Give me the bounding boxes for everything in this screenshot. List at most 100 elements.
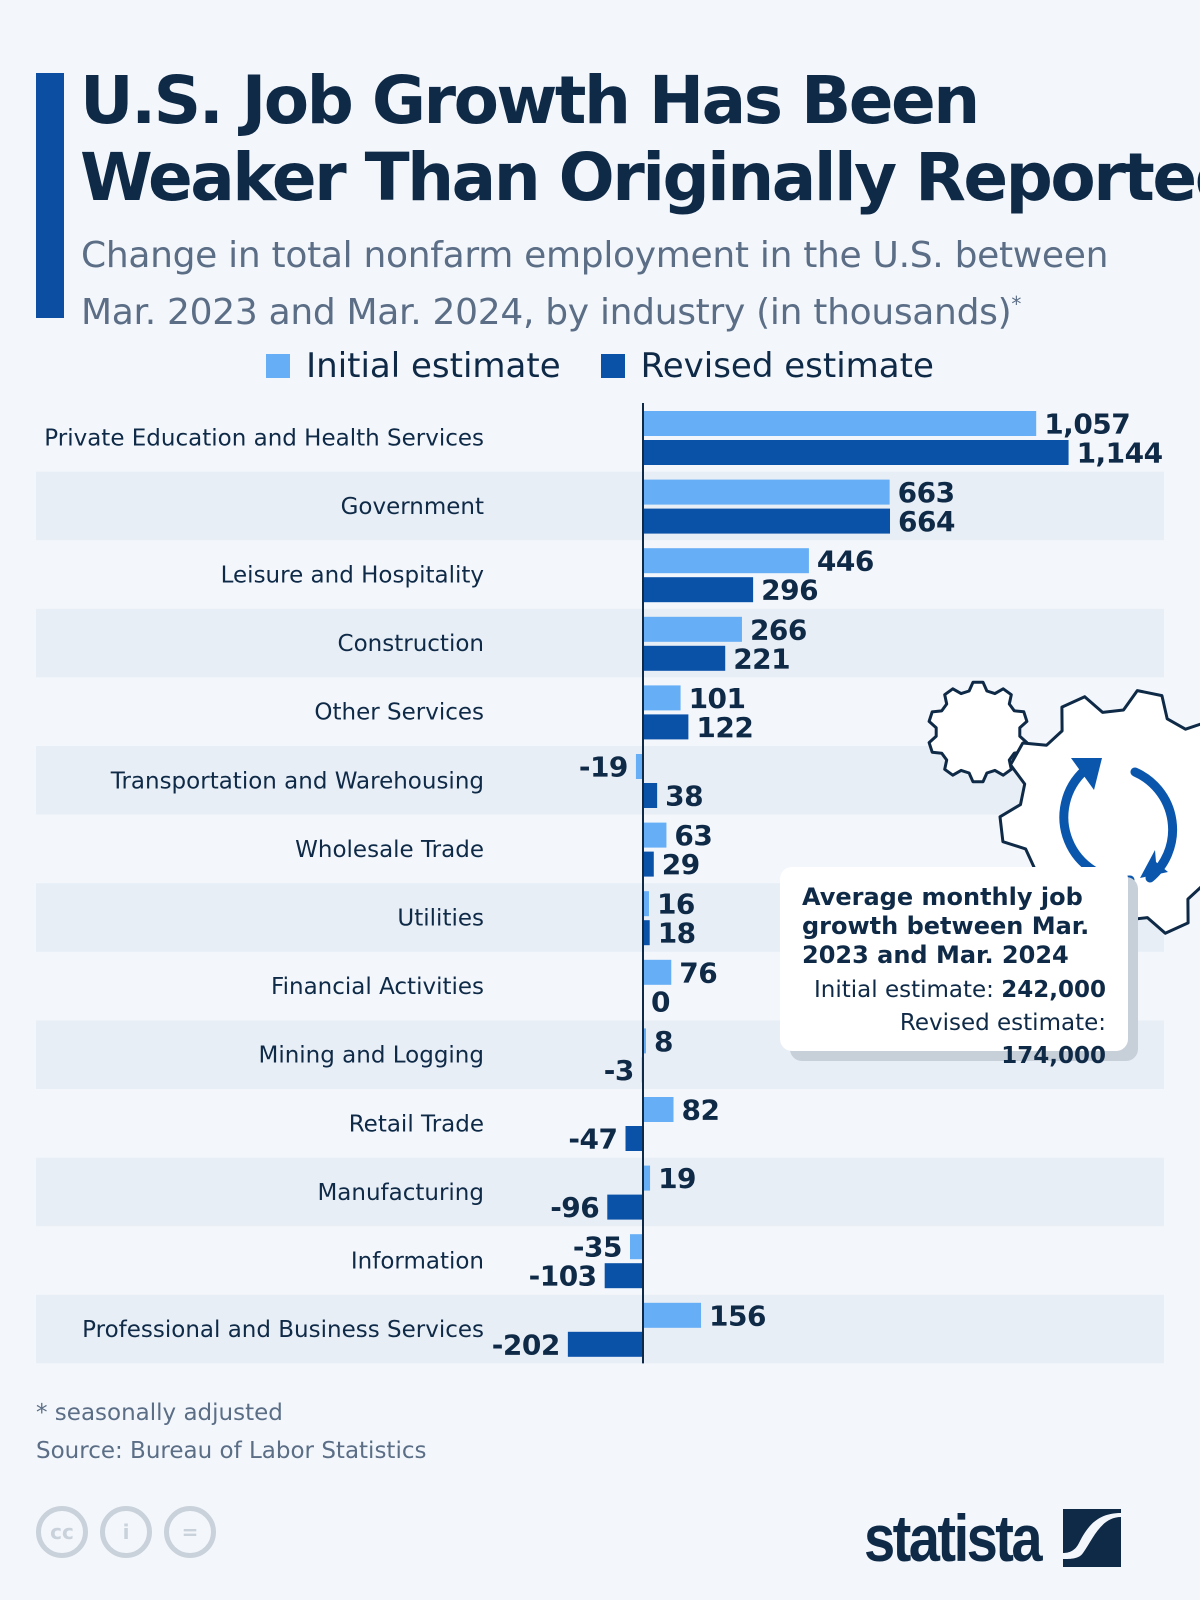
category-label: Leisure and Hospitality [221, 563, 484, 589]
bar-initial [643, 548, 809, 574]
bar-initial [643, 891, 649, 917]
data-label: 0 [651, 985, 670, 1018]
data-label: 446 [817, 545, 874, 578]
legend-label: Initial estimate [306, 346, 561, 386]
bar-revised [643, 645, 726, 671]
legend-item-initial: Initial estimate [266, 346, 561, 386]
data-label: 221 [733, 642, 790, 675]
data-label: 663 [898, 476, 955, 509]
bar-revised [607, 1194, 643, 1220]
data-label: 101 [689, 682, 746, 715]
bar-initial [643, 1302, 702, 1328]
data-label: 16 [657, 888, 695, 921]
no-derivatives-icon[interactable]: = [164, 1506, 216, 1558]
logo-wordmark: statista [864, 1501, 1043, 1575]
data-label: -47 [568, 1123, 617, 1156]
legend-label: Revised estimate [640, 346, 934, 386]
bar-initial [643, 1028, 646, 1054]
data-label: -35 [573, 1231, 622, 1264]
bar-revised [643, 783, 658, 808]
title-line-1: U.S. Job Growth Has Been [80, 62, 980, 139]
data-label: 156 [709, 1299, 766, 1332]
footnote: * seasonally adjusted [36, 1400, 283, 1426]
category-label: Government [341, 494, 484, 520]
statista-logo-icon [1063, 1509, 1122, 1567]
category-label: Financial Activities [271, 974, 484, 1000]
category-label: Transportation and Warehousing [110, 768, 484, 794]
callout-heading: Average monthly job growth between Mar. … [802, 883, 1090, 969]
attribution-icon[interactable]: i [100, 1506, 152, 1558]
callout-initial-row: Initial estimate: 242,000 [802, 974, 1106, 1007]
row-stripe [36, 471, 1164, 541]
bar-initial [643, 479, 890, 505]
bar-revised [567, 1331, 643, 1357]
data-label: 18 [658, 917, 696, 950]
callout-revised-label: Revised estimate: [899, 1010, 1106, 1036]
subtitle-footnote-mark: * [1011, 292, 1022, 316]
average-growth-callout: Average monthly job growth between Mar. … [780, 867, 1128, 1069]
data-label: 29 [662, 848, 700, 881]
data-label: 1,144 [1077, 437, 1163, 470]
row-stripe [36, 608, 1164, 678]
data-label: -3 [604, 1054, 634, 1087]
bar-revised [643, 440, 1069, 465]
data-label: -96 [550, 1191, 599, 1224]
data-label: 8 [654, 1025, 673, 1058]
bar-initial [643, 685, 681, 711]
bar-revised [643, 851, 654, 877]
data-label: 19 [658, 1162, 696, 1195]
category-label: Professional and Business Services [82, 1317, 484, 1343]
title-accent-bar [36, 73, 64, 318]
bar-initial [629, 1234, 643, 1260]
bar-revised [643, 714, 689, 740]
statista-logo[interactable]: statista [864, 1500, 1122, 1576]
bar-revised [625, 1126, 643, 1151]
callout-revised-value: 174,000 [1001, 1043, 1106, 1069]
category-label: Wholesale Trade [295, 837, 484, 863]
data-label: 296 [761, 574, 818, 607]
bar-revised [643, 508, 891, 534]
bar-revised [643, 920, 650, 946]
category-label: Retail Trade [349, 1111, 484, 1137]
data-label: 122 [696, 711, 753, 744]
legend-swatch-revised [600, 354, 625, 378]
license-icons: cc i = [36, 1506, 216, 1558]
data-label: 38 [665, 780, 703, 813]
bar-initial [643, 616, 742, 642]
bar-initial [643, 1097, 674, 1122]
legend: Initial estimate Revised estimate [0, 346, 1200, 386]
category-label: Construction [338, 631, 484, 657]
bar-initial [643, 959, 672, 985]
bar-initial [643, 822, 667, 848]
category-label: Other Services [314, 700, 484, 726]
data-label: -19 [579, 751, 628, 784]
bar-initial [635, 754, 643, 779]
cc-icon[interactable]: cc [36, 1506, 88, 1558]
data-label: 1,057 [1044, 408, 1130, 441]
category-label: Manufacturing [317, 1180, 484, 1206]
category-label: Utilities [397, 906, 484, 932]
legend-swatch-initial [266, 354, 291, 378]
title-line-2: Weaker Than Originally Reported [80, 139, 1200, 216]
bar-revised [604, 1263, 643, 1289]
bar-initial [643, 1165, 651, 1191]
callout-initial-label: Initial estimate: [814, 977, 994, 1003]
data-label: 266 [750, 613, 807, 646]
data-label: 76 [679, 956, 717, 989]
category-label: Private Education and Health Services [44, 425, 484, 451]
page-title: U.S. Job Growth Has Been Weaker Than Ori… [80, 62, 1200, 216]
data-label: -202 [492, 1328, 560, 1361]
legend-item-revised: Revised estimate [600, 346, 934, 386]
bar-initial [643, 411, 1037, 436]
bar-revised [643, 577, 754, 603]
category-label: Mining and Logging [258, 1043, 484, 1069]
data-label: 63 [674, 819, 712, 852]
subtitle-text: Change in total nonfarm employment in th… [81, 235, 1109, 333]
subtitle: Change in total nonfarm employment in th… [81, 232, 1181, 337]
source: Source: Bureau of Labor Statistics [36, 1438, 427, 1464]
data-label: 664 [898, 505, 955, 538]
data-label: 82 [682, 1094, 720, 1127]
data-label: -103 [529, 1260, 597, 1293]
callout-initial-value: 242,000 [1001, 977, 1106, 1003]
